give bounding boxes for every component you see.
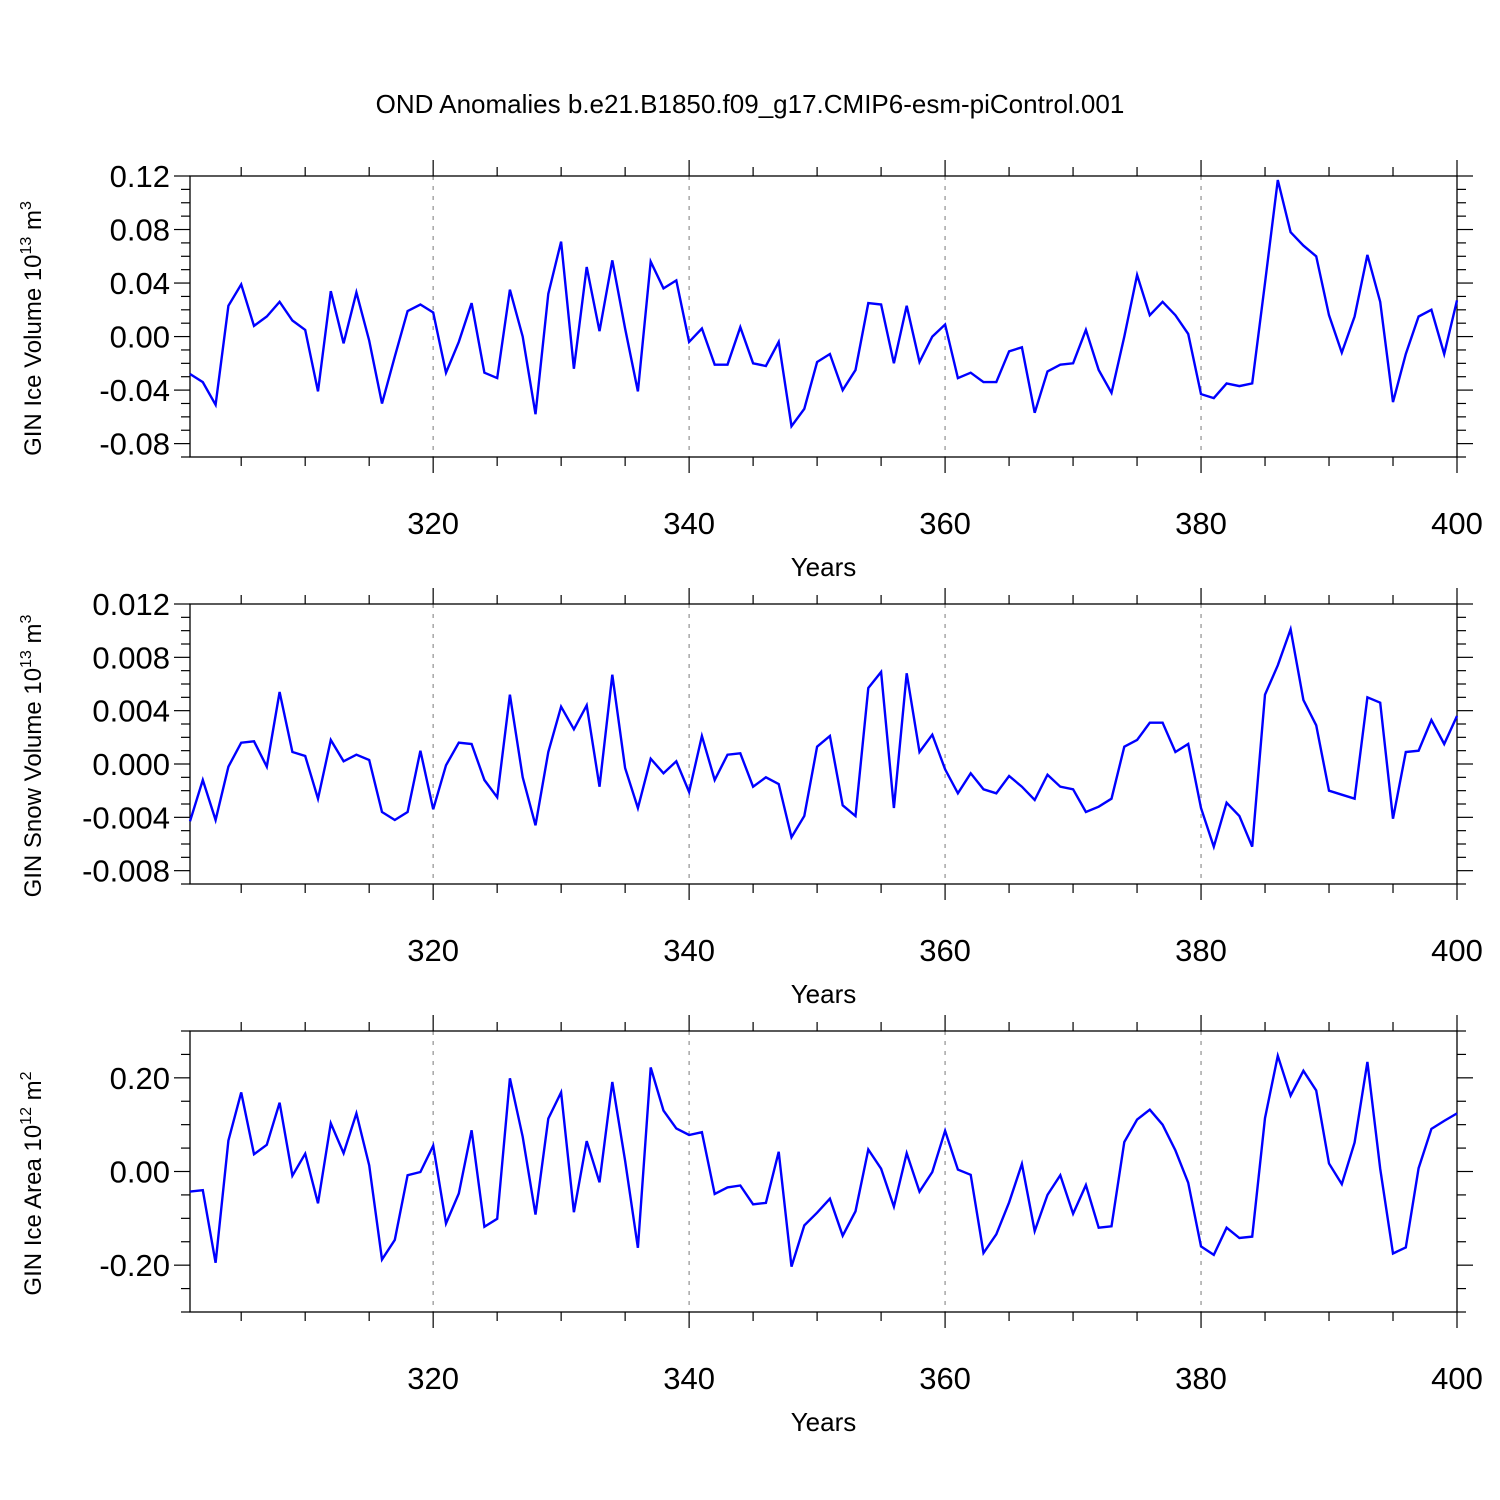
y-axis-title-unit: m <box>20 210 47 237</box>
x-tick-label: 340 <box>663 933 715 968</box>
y-tick-label: 0.012 <box>92 587 170 622</box>
y-tick-label: -0.04 <box>99 373 170 408</box>
y-axis-title: GIN Snow Volume 1013 m3 <box>18 614 47 897</box>
x-tick-label: 340 <box>663 1361 715 1396</box>
x-tick-label: 360 <box>919 933 971 968</box>
y-axis-title: GIN Ice Volume 1013 m3 <box>18 201 47 456</box>
panels: 0.12 0.08 0.04 0.00 -0.04 -0.08 320 340 360 380 40… <box>18 159 1483 1437</box>
x-tick-label: 400 <box>1431 1361 1483 1396</box>
x-tick-label: 320 <box>407 933 459 968</box>
y-axis-title-exponent: 12 <box>18 1107 35 1125</box>
y-tick-label: 0.00 <box>110 1155 170 1190</box>
y-tick-label: 0.12 <box>110 159 170 194</box>
y-axis-title-unit: m <box>20 1080 47 1107</box>
y-tick-label: 0.08 <box>110 213 170 248</box>
x-axis-title: Years <box>791 1407 857 1437</box>
y-tick-label: -0.008 <box>82 854 170 889</box>
series-line-ice_volume <box>189 179 1459 430</box>
x-tick-label: 400 <box>1431 933 1483 968</box>
y-axis-title-exponent: 13 <box>18 650 35 668</box>
x-tick-label: 400 <box>1431 506 1483 541</box>
y-axis-title-unit-exponent: 3 <box>18 614 35 623</box>
panel-ice_volume: 0.12 0.08 0.04 0.00 -0.04 -0.08 320 340 360 380 40… <box>18 159 1483 582</box>
y-tick-label: 0.00 <box>110 320 170 355</box>
y-axis-title-text: GIN Snow Volume 10 <box>20 668 47 897</box>
y-tick-label: -0.20 <box>99 1248 170 1283</box>
x-tick-label: 360 <box>919 506 971 541</box>
y-axis-title-text: GIN Ice Area 10 <box>20 1125 47 1296</box>
y-tick-label: 0.004 <box>92 694 170 729</box>
x-tick-label: 340 <box>663 506 715 541</box>
series-line-snow_volume <box>188 624 1459 851</box>
x-tick-label: 380 <box>1175 933 1227 968</box>
data-points-snow_volume <box>188 627 1459 848</box>
y-axis-title: GIN Ice Area 1012 m2 <box>18 1071 47 1295</box>
x-axis-title: Years <box>791 979 857 1009</box>
y-axis-title-unit-exponent: 2 <box>18 1071 35 1080</box>
panel-ice_area: 0.20 0.00 -0.20 320 340 360 380 400 Years GIN Ice… <box>18 1015 1483 1437</box>
x-tick-label: 320 <box>407 506 459 541</box>
x-axis-title: Years <box>791 552 857 582</box>
y-tick-label: 0.000 <box>92 747 170 782</box>
x-tick-label: 320 <box>407 1361 459 1396</box>
series-line-ice_area <box>189 1051 1458 1267</box>
x-tick-label: 360 <box>919 1361 971 1396</box>
x-tick-label: 380 <box>1175 506 1227 541</box>
x-tick-label: 380 <box>1175 1361 1227 1396</box>
y-tick-label: 0.20 <box>110 1061 170 1096</box>
y-axis-title-text: GIN Ice Volume 10 <box>20 254 47 455</box>
plot-frame <box>189 1030 1458 1313</box>
y-axis-title-unit-exponent: 3 <box>18 201 35 210</box>
y-axis-title-unit: m <box>20 623 47 650</box>
panel-snow_volume: 0.012 0.008 0.004 0.000 -0.004 -0.008 320 340 36… <box>18 587 1483 1009</box>
y-tick-label: -0.004 <box>82 800 170 835</box>
y-tick-label: 0.008 <box>92 640 170 675</box>
plot-frame <box>189 175 1458 458</box>
y-tick-label: -0.08 <box>99 427 170 462</box>
y-axis-title-exponent: 13 <box>18 237 35 255</box>
y-tick-label: 0.04 <box>110 266 170 301</box>
chart-title: OND Anomalies b.e21.B1850.f09_g17.CMIP6-… <box>376 89 1125 119</box>
plot-frame <box>189 603 1458 885</box>
